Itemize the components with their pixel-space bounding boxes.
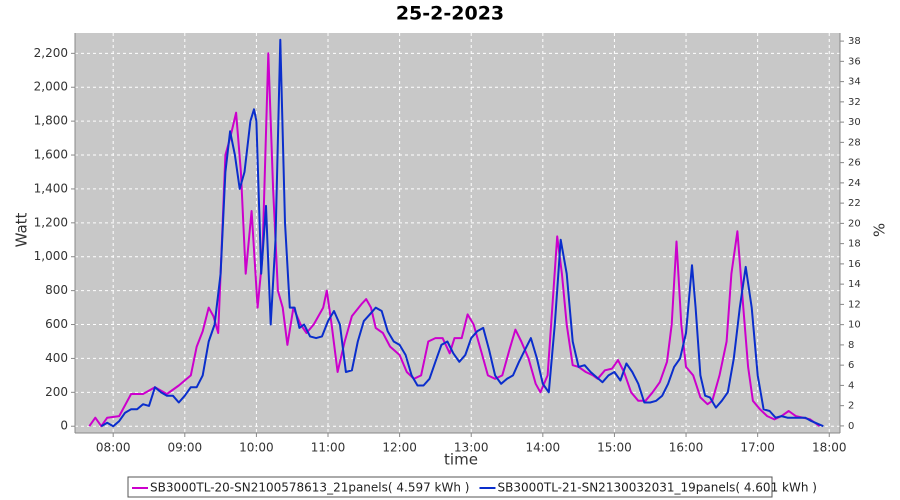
y2-tick-label: 4 bbox=[848, 380, 854, 391]
y-tick-label: 800 bbox=[45, 283, 68, 297]
y-tick-label: 1,800 bbox=[34, 114, 68, 128]
y2-tick-label: 10 bbox=[848, 320, 861, 331]
y2-tick-label: 22 bbox=[848, 198, 861, 209]
x-tick-label: 10:00 bbox=[239, 441, 274, 455]
y-axis-title: Watt bbox=[13, 212, 31, 247]
y2-tick-label: 12 bbox=[848, 299, 861, 310]
axes: 02004006008001,0001,2001,4001,6001,8002,… bbox=[34, 33, 861, 455]
y2-tick-label: 26 bbox=[848, 158, 861, 169]
y2-axis-title: % bbox=[871, 223, 889, 237]
y-tick-label: 2,000 bbox=[34, 80, 68, 94]
y-tick-label: 1,400 bbox=[34, 181, 68, 195]
y2-tick-label: 18 bbox=[848, 239, 861, 250]
y2-tick-label: 30 bbox=[848, 117, 861, 128]
y2-tick-label: 38 bbox=[848, 36, 861, 47]
x-tick-label: 17:00 bbox=[740, 441, 775, 455]
x-tick-label: 16:00 bbox=[669, 441, 704, 455]
y2-tick-label: 16 bbox=[848, 259, 861, 270]
y2-tick-label: 24 bbox=[848, 178, 861, 189]
y-tick-label: 1,600 bbox=[34, 148, 68, 162]
x-tick-label: 08:00 bbox=[96, 441, 131, 455]
x-tick-label: 15:00 bbox=[597, 441, 632, 455]
y-tick-label: 600 bbox=[45, 317, 68, 331]
x-axis-title: time bbox=[444, 451, 478, 469]
y2-tick-label: 2 bbox=[848, 401, 854, 412]
x-tick-label: 09:00 bbox=[168, 441, 203, 455]
y2-tick-label: 32 bbox=[848, 97, 861, 108]
y2-tick-label: 6 bbox=[848, 360, 854, 371]
x-tick-label: 11:00 bbox=[311, 441, 346, 455]
y2-tick-label: 36 bbox=[848, 56, 861, 67]
y-tick-label: 2,200 bbox=[34, 46, 68, 60]
series-line bbox=[100, 38, 824, 428]
legend-box bbox=[127, 476, 773, 498]
y-tick-label: 0 bbox=[60, 419, 68, 433]
x-tick-label: 18:00 bbox=[812, 441, 847, 455]
grid bbox=[75, 33, 840, 433]
y2-tick-label: 8 bbox=[848, 340, 854, 351]
y2-tick-label: 20 bbox=[848, 218, 861, 229]
y-tick-label: 400 bbox=[45, 351, 68, 365]
x-tick-label: 14:00 bbox=[526, 441, 561, 455]
y-tick-label: 1,200 bbox=[34, 215, 68, 229]
y2-tick-label: 28 bbox=[848, 137, 861, 148]
y2-tick-label: 14 bbox=[848, 279, 861, 290]
plot-lines bbox=[88, 38, 824, 428]
y2-tick-label: 34 bbox=[848, 77, 861, 88]
chart-title: 25-2-2023 bbox=[396, 3, 504, 25]
x-tick-label: 12:00 bbox=[382, 441, 417, 455]
y-tick-label: 1,000 bbox=[34, 249, 68, 263]
legend-label: SB3000TL-20-SN2100578613_21panels( 4.597… bbox=[150, 481, 469, 495]
y-tick-label: 200 bbox=[45, 385, 68, 399]
legend: SB3000TL-20-SN2100578613_21panels( 4.597… bbox=[132, 481, 817, 495]
series-line bbox=[88, 52, 821, 428]
plot-area bbox=[75, 33, 840, 433]
y2-tick-label: 0 bbox=[848, 421, 854, 432]
legend-label: SB3000TL-21-SN2130032031_19panels( 4.601… bbox=[497, 481, 816, 495]
x-tick-label: 13:00 bbox=[454, 441, 489, 455]
